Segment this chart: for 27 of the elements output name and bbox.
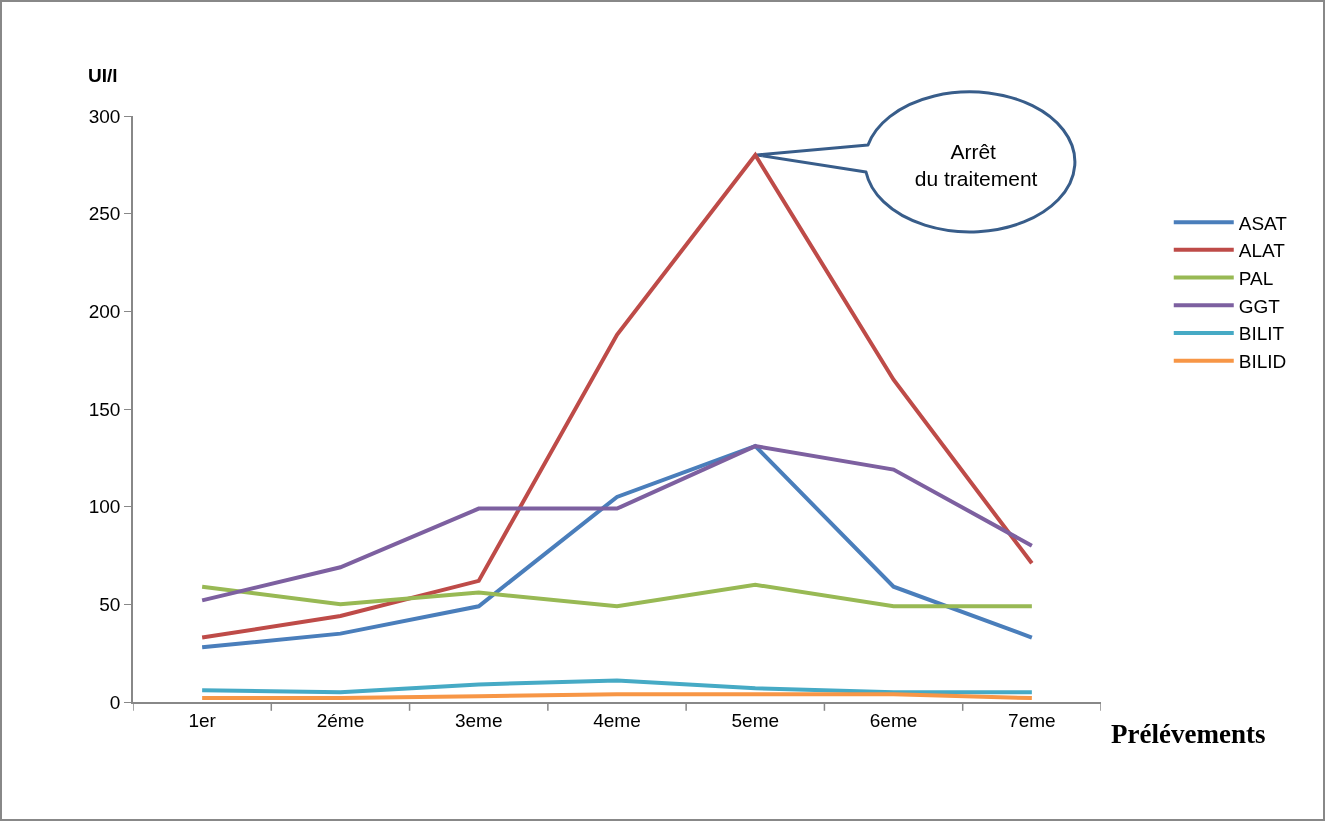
x-tick-label: 2éme [316, 709, 365, 731]
y-axis-title: UI/l [88, 65, 118, 86]
legend-label: ASAT [1238, 212, 1288, 234]
y-tick-label: 50 [99, 593, 121, 615]
x-tick-label: 6eme [869, 709, 918, 731]
y-tick-label: 200 [88, 300, 121, 322]
x-tick-label: 1er [188, 709, 217, 731]
legend-label: ALAT [1238, 240, 1286, 262]
y-tick-label: 150 [88, 398, 121, 420]
line-series [200, 444, 1034, 603]
y-tick-label: 0 [109, 691, 121, 713]
annotation: Arrêt du traitement [909, 140, 1038, 191]
y-tick-label: 100 [88, 496, 121, 518]
x-tick-label: 5eme [731, 709, 780, 731]
line-series [200, 444, 1034, 650]
y-tick-label: 250 [88, 203, 121, 225]
x-tick-label: 3eme [454, 709, 503, 731]
x-tick-label: 7eme [1008, 709, 1056, 731]
y-tick-label: 300 [88, 105, 121, 127]
legend-label: BILIT [1238, 323, 1285, 345]
x-axis-title: Prélévements [1111, 719, 1266, 749]
legend-label: BILID [1238, 351, 1287, 373]
x-tick-label: 4eme [593, 709, 641, 731]
legend-label: PAL [1238, 267, 1274, 289]
line-series [200, 582, 1034, 609]
legend-label: GGT [1238, 295, 1281, 317]
line-series [200, 678, 1034, 695]
